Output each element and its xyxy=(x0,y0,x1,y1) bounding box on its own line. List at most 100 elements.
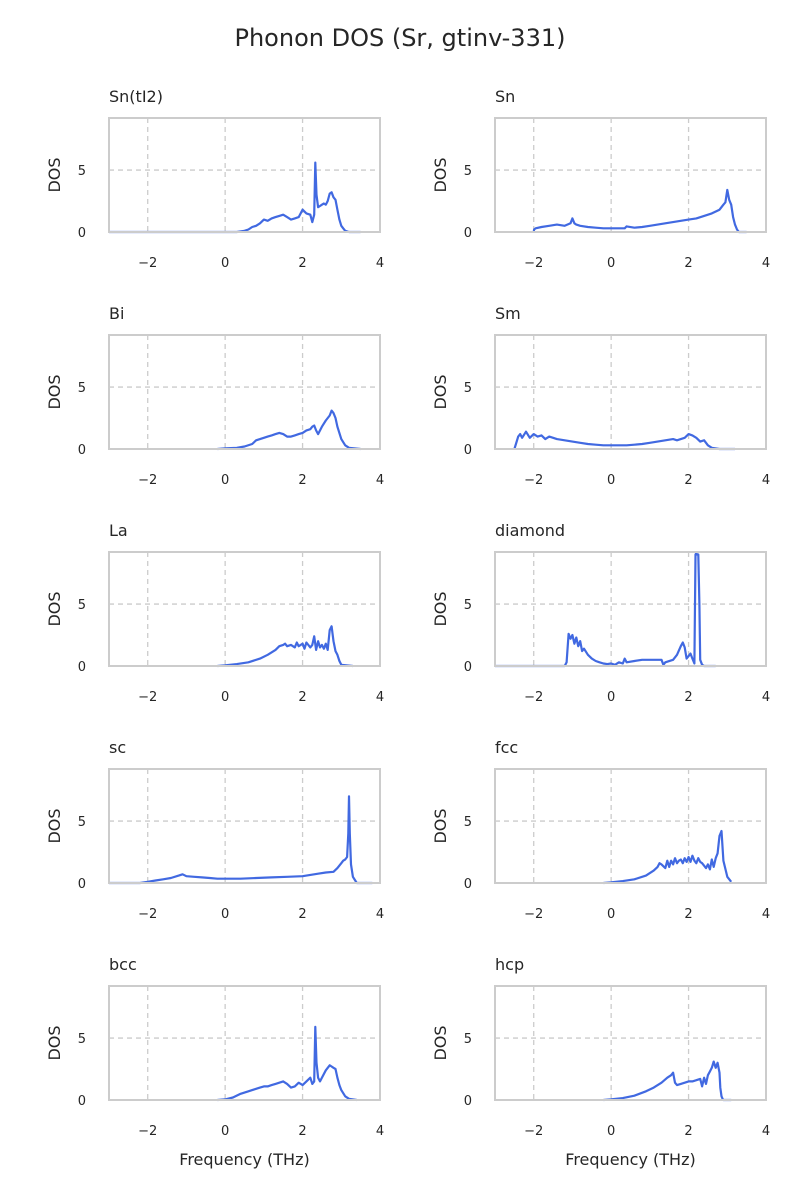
x-tick-label: 2 xyxy=(298,473,306,488)
x-tick-label: 2 xyxy=(684,690,692,705)
subplot-title: sc xyxy=(109,738,126,757)
x-tick-label: 2 xyxy=(684,473,692,488)
subplot: La −2 0 2 4 0 5 DOS xyxy=(45,521,384,705)
axes-frame xyxy=(108,551,381,667)
x-axis-label: Frequency (THz) xyxy=(565,1150,695,1169)
x-tick-label: −2 xyxy=(138,690,157,705)
y-tick-label: 0 xyxy=(464,443,472,458)
y-axis-label: DOS xyxy=(431,591,450,626)
x-tick-label: 0 xyxy=(607,473,615,488)
subplot-title: hcp xyxy=(495,955,524,974)
dos-curve xyxy=(495,552,716,668)
y-axis-label: DOS xyxy=(45,374,64,409)
x-tick-label: −2 xyxy=(524,473,543,488)
x-tick-label: 4 xyxy=(376,256,384,271)
subplot-grid: Sn(tI2) −2 0 2 4 0 5 DOS Sn −2 0 2 4 0 5 DOS Bi −2 0 2 4 0 5 DO… xyxy=(45,87,770,1169)
subplot: Sn(tI2) −2 0 2 4 0 5 DOS xyxy=(45,87,384,271)
x-tick-label: 4 xyxy=(762,256,770,271)
axes-frame xyxy=(494,551,767,667)
subplot-title: diamond xyxy=(495,521,565,540)
x-tick-label: 4 xyxy=(762,907,770,922)
x-axis-label: Frequency (THz) xyxy=(179,1150,309,1169)
x-tick-label: 4 xyxy=(376,690,384,705)
y-tick-label: 0 xyxy=(464,877,472,892)
x-tick-label: 2 xyxy=(684,256,692,271)
y-tick-label: 5 xyxy=(78,598,86,613)
axes-frame xyxy=(494,334,767,450)
y-tick-label: 5 xyxy=(464,815,472,830)
y-tick-label: 5 xyxy=(78,164,86,179)
y-tick-label: 0 xyxy=(78,226,86,241)
y-tick-label: 0 xyxy=(78,1094,86,1109)
dos-curve xyxy=(217,625,354,668)
dos-curve xyxy=(217,1025,357,1102)
dos-curve xyxy=(109,795,373,885)
x-tick-label: −2 xyxy=(138,907,157,922)
x-tick-label: 4 xyxy=(376,1124,384,1139)
y-axis-label: DOS xyxy=(431,157,450,192)
subplot-title: La xyxy=(109,521,128,540)
subplot: Bi −2 0 2 4 0 5 DOS xyxy=(45,304,384,488)
y-tick-label: 0 xyxy=(464,226,472,241)
x-tick-label: 0 xyxy=(221,1124,229,1139)
x-tick-label: −2 xyxy=(524,907,543,922)
y-axis-label: DOS xyxy=(431,808,450,843)
x-tick-label: 2 xyxy=(684,907,692,922)
dos-curve xyxy=(603,829,733,885)
x-tick-label: 4 xyxy=(762,1124,770,1139)
subplot-title: bcc xyxy=(109,955,137,974)
figure-title: Phonon DOS (Sr, gtinv-331) xyxy=(235,24,566,52)
dos-curve xyxy=(109,161,361,234)
subplot-title: Sn xyxy=(495,87,515,106)
x-tick-label: 0 xyxy=(221,256,229,271)
y-tick-label: 0 xyxy=(78,660,86,675)
x-tick-label: −2 xyxy=(524,690,543,705)
y-tick-label: 5 xyxy=(464,1032,472,1047)
x-tick-label: 2 xyxy=(298,907,306,922)
y-tick-label: 5 xyxy=(464,164,472,179)
x-tick-label: 4 xyxy=(762,473,770,488)
subplot: Sn −2 0 2 4 0 5 DOS xyxy=(431,87,770,271)
x-tick-label: −2 xyxy=(524,256,543,271)
x-tick-label: 2 xyxy=(684,1124,692,1139)
axes-frame xyxy=(108,334,381,450)
subplot-title: fcc xyxy=(495,738,518,757)
y-tick-label: 0 xyxy=(78,877,86,892)
x-tick-label: 0 xyxy=(607,1124,615,1139)
y-tick-label: 5 xyxy=(78,815,86,830)
subplot: Sm −2 0 2 4 0 5 DOS xyxy=(431,304,770,488)
subplot: fcc −2 0 2 4 0 5 DOS xyxy=(431,738,770,922)
y-axis-label: DOS xyxy=(45,157,64,192)
dos-curve xyxy=(532,188,747,234)
x-tick-label: 0 xyxy=(221,690,229,705)
subplot: diamond −2 0 2 4 0 5 DOS xyxy=(431,521,770,705)
dos-curve xyxy=(603,1060,732,1102)
y-axis-label: DOS xyxy=(431,374,450,409)
x-tick-label: 4 xyxy=(762,690,770,705)
x-tick-label: −2 xyxy=(138,473,157,488)
x-tick-label: 2 xyxy=(298,1124,306,1139)
x-tick-label: 4 xyxy=(376,473,384,488)
x-tick-label: 0 xyxy=(221,907,229,922)
y-axis-label: DOS xyxy=(431,1025,450,1060)
axes-frame xyxy=(108,985,381,1101)
dos-curve xyxy=(217,409,361,451)
subplot-title: Sn(tI2) xyxy=(109,87,163,106)
y-tick-label: 0 xyxy=(464,1094,472,1109)
y-tick-label: 0 xyxy=(464,660,472,675)
axes-frame xyxy=(494,117,767,233)
subplot: hcp −2 0 2 4 0 5 DOS Frequency (THz) xyxy=(431,955,770,1169)
subplot-title: Bi xyxy=(109,304,124,323)
axes-frame xyxy=(108,768,381,884)
dos-curve xyxy=(513,430,735,451)
y-axis-label: DOS xyxy=(45,808,64,843)
axes-frame xyxy=(494,768,767,884)
subplot-title: Sm xyxy=(495,304,521,323)
y-tick-label: 5 xyxy=(464,381,472,396)
y-tick-label: 5 xyxy=(464,598,472,613)
x-tick-label: −2 xyxy=(524,1124,543,1139)
x-tick-label: 0 xyxy=(607,907,615,922)
y-axis-label: DOS xyxy=(45,1025,64,1060)
subplot: sc −2 0 2 4 0 5 DOS xyxy=(45,738,384,922)
x-tick-label: 2 xyxy=(298,690,306,705)
